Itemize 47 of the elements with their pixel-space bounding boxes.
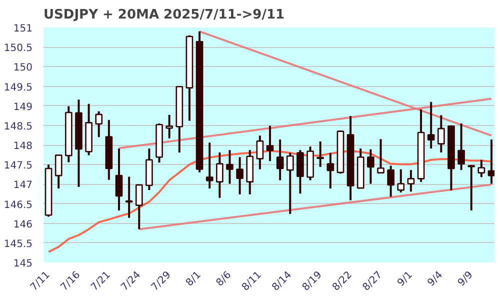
x-tick-label: 9/4 bbox=[426, 270, 446, 289]
candlestick bbox=[397, 168, 405, 194]
candlestick bbox=[478, 158, 486, 178]
candlestick bbox=[95, 110, 103, 138]
candlestick bbox=[407, 169, 415, 193]
x-tick-label: 8/1 bbox=[184, 270, 204, 289]
y-tick-label: 147.5 bbox=[4, 160, 33, 172]
candlestick bbox=[316, 140, 324, 168]
x-tick-label: 8/6 bbox=[214, 270, 234, 289]
y-tick-label: 150 bbox=[13, 62, 33, 74]
candlestick bbox=[367, 148, 374, 185]
chart-title: USDJPY + 20MA 2025/7/11->9/11 bbox=[44, 8, 285, 22]
candlestick bbox=[296, 149, 304, 195]
candlestick bbox=[387, 164, 394, 198]
y-tick-label: 146.5 bbox=[4, 200, 33, 211]
candlestick bbox=[115, 148, 123, 212]
y-tick-label: 150.5 bbox=[4, 43, 33, 54]
y-tick-label: 146 bbox=[13, 219, 33, 230]
candlestick bbox=[125, 176, 133, 219]
candlestick bbox=[458, 122, 465, 172]
y-tick-label: 151 bbox=[13, 24, 33, 34]
candlestick bbox=[266, 124, 274, 162]
candlestick bbox=[135, 184, 143, 230]
y-tick-label: 149.5 bbox=[4, 82, 33, 94]
candlestick bbox=[206, 142, 214, 190]
candlestick bbox=[226, 149, 234, 185]
y-tick-label: 148.5 bbox=[4, 121, 33, 132]
candlestick bbox=[468, 164, 476, 212]
candlestick bbox=[54, 154, 62, 190]
y-tick-label: 147 bbox=[13, 180, 33, 192]
y-tick-label: 145 bbox=[13, 258, 33, 270]
candlestick bbox=[488, 138, 494, 185]
candlestick bbox=[256, 134, 264, 170]
candlestick bbox=[286, 152, 294, 215]
candlestick bbox=[326, 152, 334, 190]
x-tick-label: 9/1 bbox=[396, 270, 415, 289]
candlestick bbox=[377, 138, 384, 174]
y-tick-label: 149 bbox=[13, 102, 33, 113]
candlestick bbox=[427, 100, 435, 150]
y-tick-label: 145.5 bbox=[4, 238, 33, 250]
x-tick-label: 9/9 bbox=[456, 270, 476, 289]
candlestick bbox=[216, 151, 224, 199]
candlestick bbox=[276, 138, 284, 182]
candlestick bbox=[437, 114, 445, 154]
candlestick bbox=[236, 156, 244, 196]
candlestick bbox=[166, 114, 174, 140]
y-tick-label: 148 bbox=[13, 141, 33, 152]
